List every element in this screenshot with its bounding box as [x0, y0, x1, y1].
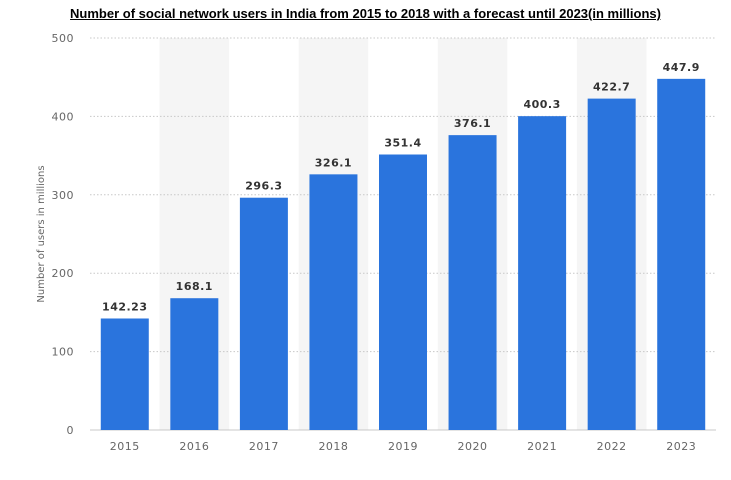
bar-2023	[657, 78, 706, 430]
x-tick-label-2018: 2018	[318, 440, 348, 453]
bar-2016	[170, 298, 219, 430]
chart-title: Number of social network users in India …	[70, 6, 661, 21]
bar-value-label-2018: 326.1	[315, 156, 352, 169]
bar-2021	[518, 116, 567, 431]
bar-2015	[100, 318, 149, 430]
bar-value-label-2021: 400.3	[523, 98, 560, 111]
bar-value-label-2022: 422.7	[593, 81, 630, 94]
y-tick-label-400: 400	[52, 110, 75, 123]
y-axis-title: Number of users in millions	[36, 165, 47, 302]
x-tick-label-2016: 2016	[179, 440, 209, 453]
bar-value-label-2015: 142.23	[102, 300, 147, 313]
bar-value-label-2020: 376.1	[454, 117, 491, 130]
bar-2022	[587, 98, 636, 430]
y-tick-label-200: 200	[52, 267, 75, 280]
y-axis-ticks: 0 100 200 300 400 500	[52, 32, 75, 437]
y-tick-label-0: 0	[67, 424, 75, 437]
x-tick-label-2015: 2015	[110, 440, 140, 453]
bar-2018	[309, 174, 358, 430]
bar-value-labels: 142.23 168.1 296.3 326.1 351.4 376.1 400.3 422.…	[102, 61, 700, 314]
x-tick-label-2023: 2023	[666, 440, 696, 453]
x-axis-ticks: 2015 2016 2017 2018 2019 2020 2021 2022 2023	[110, 440, 696, 453]
bar-value-label-2017: 296.3	[245, 180, 282, 193]
bars	[100, 78, 706, 431]
bar-value-label-2023: 447.9	[663, 61, 700, 74]
y-tick-label-300: 300	[52, 189, 75, 202]
bar-value-label-2016: 168.1	[176, 280, 213, 293]
y-tick-label-100: 100	[52, 346, 75, 359]
x-tick-label-2022: 2022	[597, 440, 627, 453]
y-tick-label-500: 500	[52, 32, 75, 45]
x-tick-label-2020: 2020	[458, 440, 488, 453]
x-tick-label-2021: 2021	[527, 440, 557, 453]
x-tick-label-2019: 2019	[388, 440, 418, 453]
bar-2019	[379, 154, 427, 431]
x-tick-label-2017: 2017	[249, 440, 279, 453]
bar-2020	[448, 135, 497, 430]
bar-value-label-2019: 351.4	[384, 137, 421, 150]
bar-2017	[239, 197, 288, 430]
